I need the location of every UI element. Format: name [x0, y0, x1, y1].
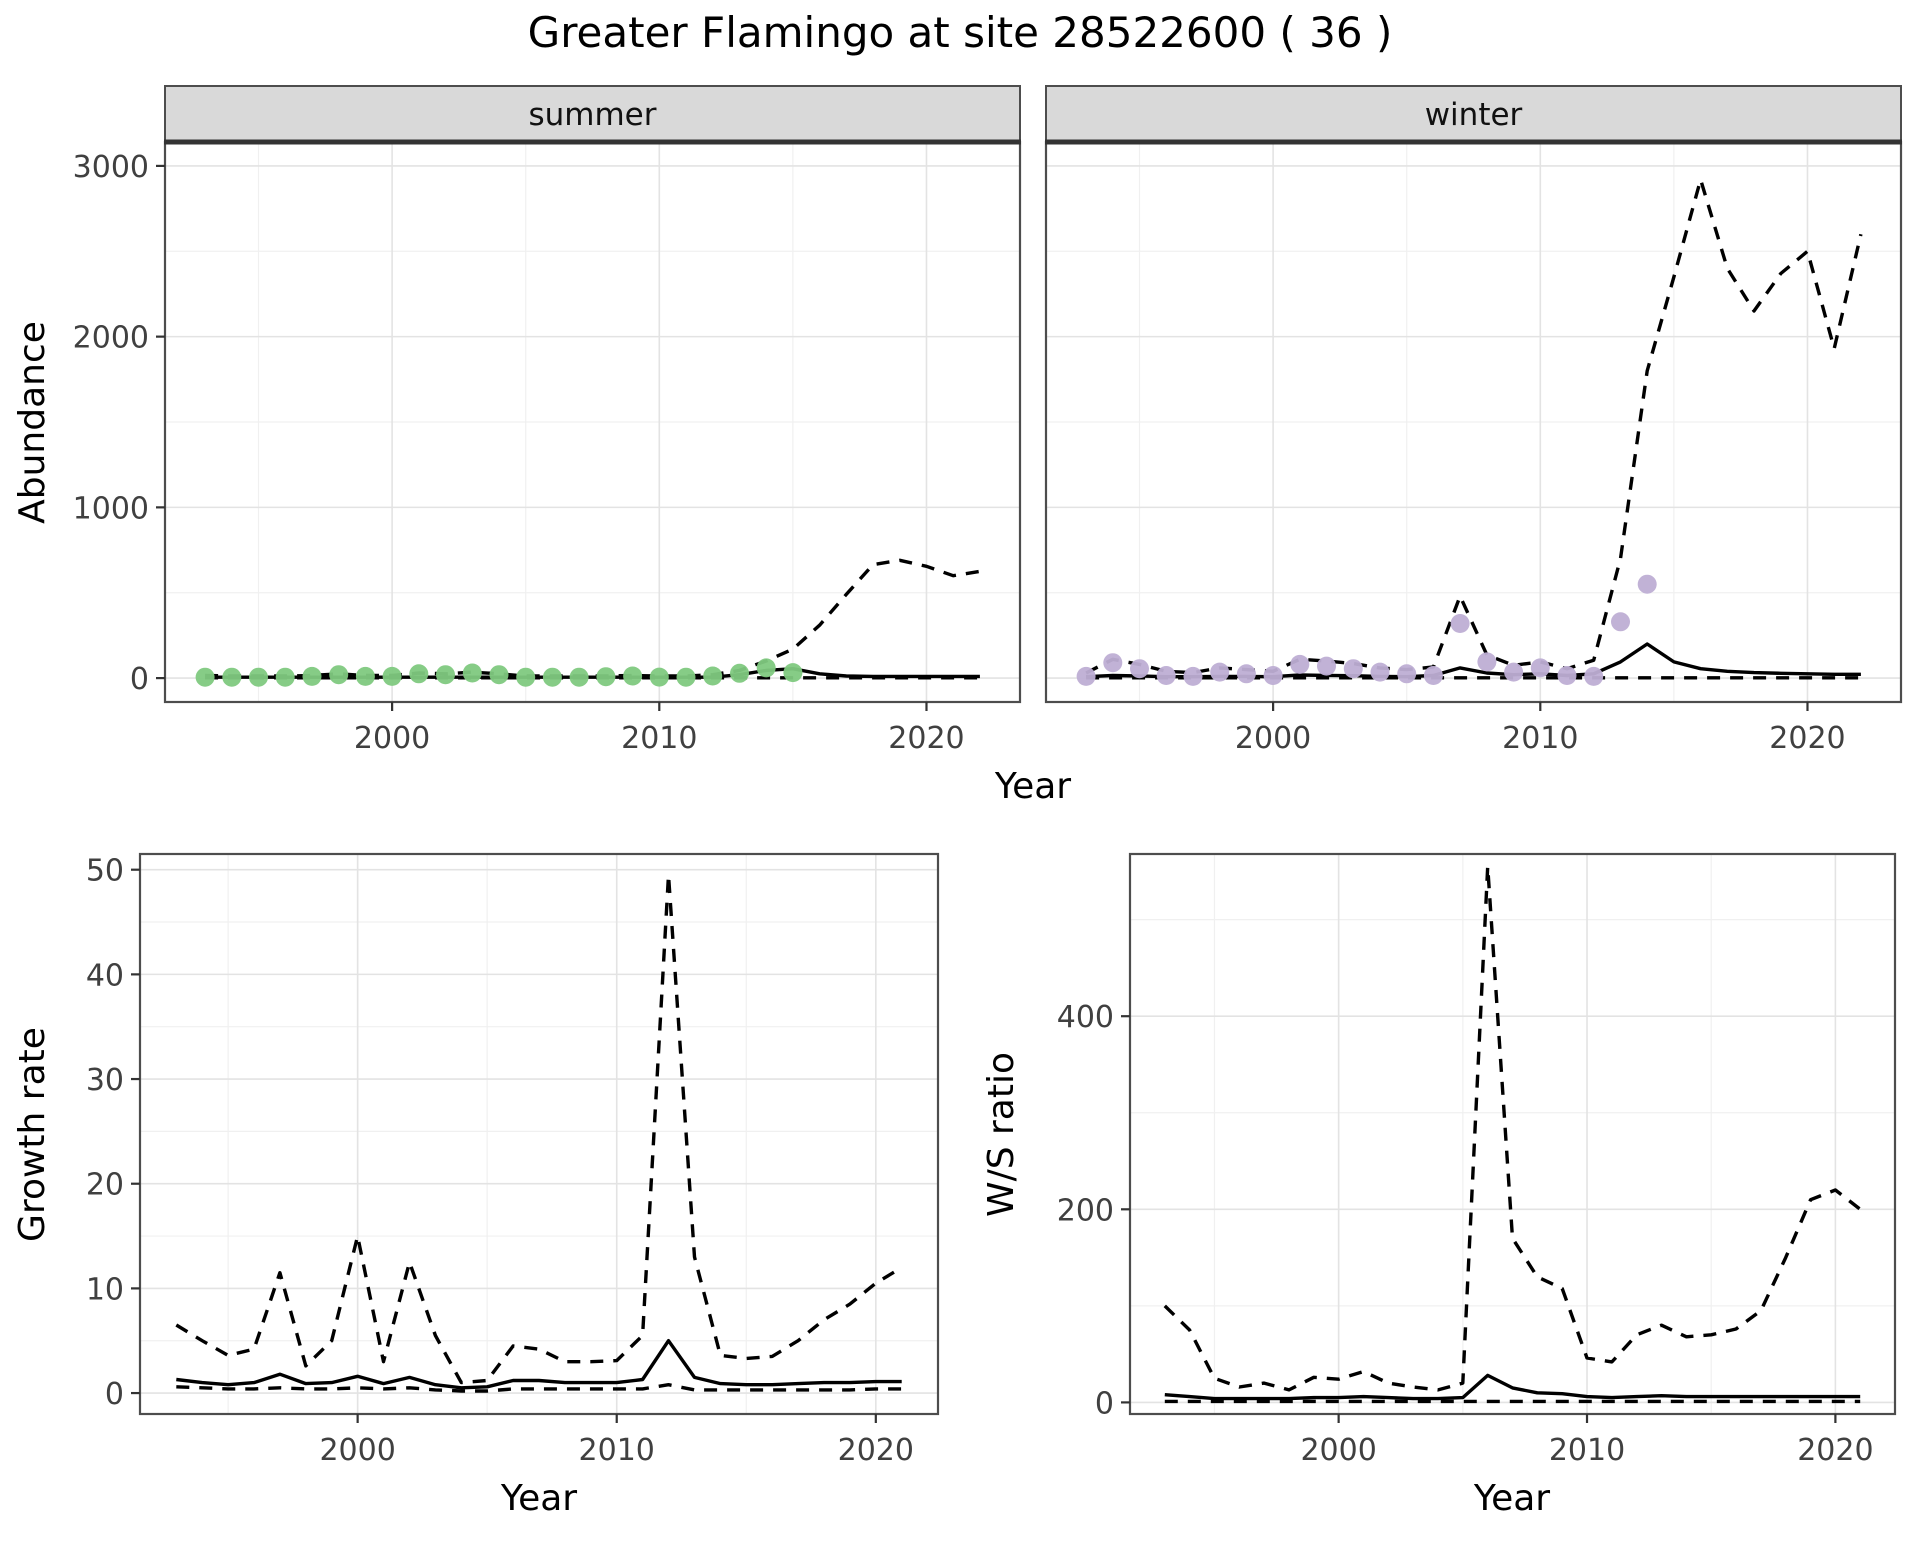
- facet-strip: [1045, 85, 1902, 143]
- observed-counts-winter-point: [1076, 666, 1096, 686]
- observed-counts-winter-point: [1504, 662, 1524, 682]
- series-line-ci-upper: [1085, 177, 1863, 675]
- observed-counts-summer-point: [783, 663, 803, 683]
- facet-strip: [164, 85, 1021, 143]
- observed-counts-winter-point: [1611, 612, 1630, 632]
- observed-counts-winter-point: [1530, 658, 1550, 678]
- observed-counts-winter-point: [1130, 659, 1149, 679]
- observed-counts-summer-point: [730, 663, 749, 683]
- y-axis-tick-label: 0: [1095, 1386, 1114, 1421]
- x-axis-tick-label: 2020: [1769, 721, 1845, 756]
- observed-counts-winter-point: [1103, 653, 1123, 673]
- observed-counts-summer-point: [596, 667, 616, 687]
- observed-counts-summer-point: [249, 667, 268, 687]
- series-line-ci-upper: [175, 873, 903, 1385]
- x-axis-tick-label: 2000: [319, 1433, 395, 1468]
- observed-counts-summer-point: [302, 666, 322, 686]
- facet-strip-label: summer: [528, 97, 656, 133]
- y-axis-tick-label: 400: [1057, 1000, 1114, 1035]
- observed-counts-winter-point: [1584, 666, 1604, 686]
- x-axis-tick-label: 2020: [888, 721, 964, 756]
- y-axis-tick-label: 30: [86, 1063, 124, 1098]
- page-title: Greater Flamingo at site 28522600 ( 36 ): [527, 8, 1393, 57]
- x-axis-tick-label: 2000: [1235, 721, 1311, 756]
- observed-counts-winter-point: [1236, 664, 1256, 684]
- x-axis-tick-label: 2020: [1797, 1433, 1873, 1468]
- x-axis-tick-label: 2010: [1549, 1433, 1625, 1468]
- series-line-growth-rate-fit: [176, 1339, 902, 1390]
- panel-background: [140, 854, 938, 1414]
- observed-counts-summer-point: [649, 667, 669, 687]
- series-line-ws-ratio-fit: [1164, 1373, 1861, 1401]
- panel-border: [1128, 852, 1897, 1416]
- y-axis-tick-label: 1000: [73, 491, 149, 526]
- observed-counts-winter-point: [1317, 656, 1336, 676]
- observed-counts-summer-point: [436, 665, 455, 685]
- observed-counts-winter-point: [1637, 574, 1657, 594]
- x-axis-title-growth-rate: Year: [500, 1478, 578, 1519]
- observed-counts-winter-point: [1423, 666, 1443, 685]
- y-axis-tick-label: 2000: [73, 321, 149, 356]
- y-axis-tick-label: 20: [86, 1168, 124, 1203]
- observed-counts-summer-point: [195, 667, 215, 687]
- observed-counts-winter-point: [1290, 654, 1310, 674]
- observed-counts-summer-point: [275, 667, 295, 687]
- observed-counts-summer-point: [489, 665, 509, 685]
- y-axis-tick-label: 40: [86, 958, 124, 993]
- x-axis-title-abundance: Year: [994, 766, 1072, 807]
- observed-counts-summer-point: [382, 666, 402, 686]
- series-line-ci-upper: [205, 558, 981, 678]
- abundance-facet-chart: summer 2000 2010 2020 0 1000 2000 3000 winter 200…: [73, 85, 1903, 756]
- panel-background: [1130, 854, 1895, 1414]
- growth-rate-chart: 2000 2010 2020 0 10 20 30 40 50: [86, 852, 940, 1468]
- x-axis-tick-label: 2010: [579, 1433, 655, 1468]
- x-axis-title-ws-ratio: Year: [1473, 1478, 1551, 1519]
- x-axis-tick-label: 2000: [354, 721, 430, 756]
- observed-counts-summer-point: [569, 667, 589, 687]
- observed-counts-winter-point: [1210, 662, 1230, 682]
- observed-counts-winter-point: [1263, 666, 1283, 685]
- observed-counts-summer-point: [623, 666, 643, 686]
- y-axis-tick-label: 0: [105, 1377, 124, 1412]
- x-axis-tick-label: 2020: [838, 1433, 914, 1468]
- ws-ratio-chart: 2000 2010 2020 0 200 400: [1057, 852, 1897, 1468]
- observed-counts-summer-point: [329, 665, 349, 685]
- y-axis-tick-label: 3000: [73, 150, 149, 185]
- observed-counts-winter-point: [1450, 614, 1470, 633]
- y-axis-tick-label: 10: [86, 1272, 124, 1307]
- observed-counts-summer-point: [756, 658, 776, 678]
- observed-counts-winter-point: [1397, 664, 1417, 684]
- observed-counts-summer-point: [703, 666, 723, 686]
- observed-counts-summer-point: [462, 663, 482, 683]
- x-axis-tick-label: 2000: [1300, 1433, 1376, 1468]
- observed-counts-winter-point: [1370, 662, 1390, 682]
- panel-border: [138, 852, 940, 1416]
- x-axis-tick-label: 2010: [1502, 721, 1578, 756]
- y-axis-tick-label: 0: [130, 662, 149, 697]
- observed-counts-winter-point: [1156, 666, 1176, 685]
- observed-counts-summer-point: [409, 664, 429, 684]
- x-axis-tick-label: 2010: [621, 721, 697, 756]
- observed-counts-summer-point: [542, 667, 562, 687]
- observed-counts-winter-point: [1343, 659, 1363, 679]
- observed-counts-summer-point: [676, 667, 696, 687]
- observed-counts-winter-point: [1557, 666, 1577, 685]
- y-axis-tick-label: 50: [86, 854, 124, 889]
- observed-counts-summer-point: [222, 667, 242, 687]
- observed-counts-summer-point: [355, 666, 375, 686]
- series-line-ci-lower: [176, 1383, 902, 1393]
- observed-counts-winter-point: [1477, 652, 1497, 672]
- observed-counts-summer-point: [516, 667, 536, 687]
- observed-counts-winter-point: [1183, 666, 1203, 686]
- facet-strip-label: winter: [1425, 97, 1523, 133]
- y-axis-tick-label: 200: [1057, 1193, 1114, 1228]
